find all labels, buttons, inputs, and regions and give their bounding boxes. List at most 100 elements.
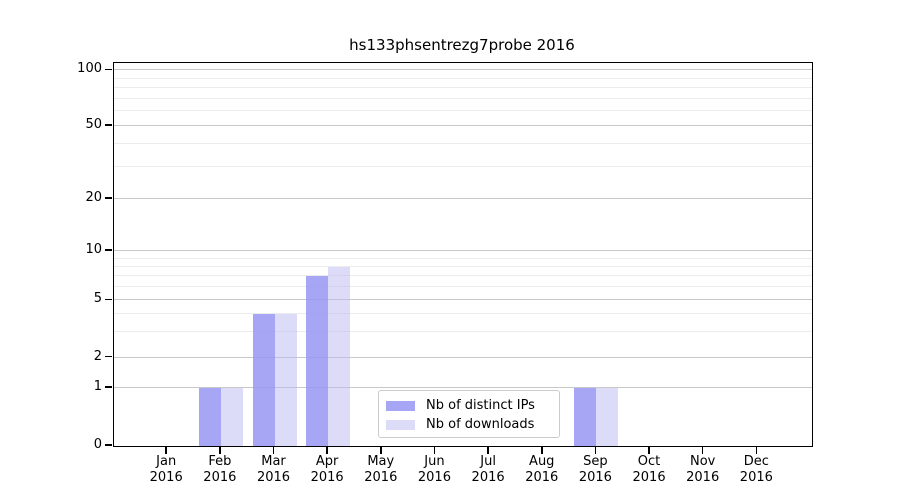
- minor-gridline: [114, 110, 812, 112]
- x-tick-year: 2016: [739, 470, 773, 485]
- legend-swatch-distinct-ips: [386, 400, 415, 411]
- y-tick-mark: [105, 197, 112, 199]
- x-tick-month: Jun: [424, 454, 445, 469]
- x-tick-year: 2016: [525, 470, 559, 485]
- x-tick-month: Aug: [529, 454, 555, 469]
- x-tick-mark: [594, 446, 597, 454]
- bar-downloads: [274, 314, 297, 446]
- x-tick-mark: [380, 446, 382, 454]
- x-tick-month: Mar: [261, 454, 286, 469]
- x-tick-label: Dec 2016: [728, 454, 784, 486]
- x-tick-year: 2016: [203, 470, 237, 485]
- minor-gridline: [114, 286, 812, 288]
- x-tick-month: Feb: [208, 454, 232, 469]
- x-tick-year: 2016: [686, 470, 720, 485]
- x-tick-year: 2016: [578, 470, 612, 485]
- plot-area: Nb of distinct IPs Nb of downloads: [113, 62, 813, 447]
- x-tick-month: Apr: [315, 454, 339, 469]
- legend: Nb of distinct IPs Nb of downloads: [378, 390, 560, 438]
- bar-distinct-ips: [198, 388, 221, 446]
- x-tick-label: Sep 2016: [567, 454, 623, 486]
- x-tick-label: May 2016: [353, 454, 409, 486]
- x-tick-label: Nov 2016: [675, 454, 731, 486]
- legend-label: Nb of downloads: [426, 417, 535, 432]
- minor-gridline: [114, 257, 812, 259]
- y-tick-mark: [105, 124, 112, 126]
- minor-gridline: [114, 265, 812, 267]
- x-tick-label: Jun 2016: [406, 454, 462, 486]
- y-tick-label: 0: [93, 437, 102, 452]
- minor-gridline: [114, 313, 812, 315]
- minor-gridline: [114, 87, 812, 89]
- x-tick-label: Feb 2016: [192, 454, 248, 486]
- x-tick-label: Apr 2016: [299, 454, 355, 486]
- x-tick-label: Jul 2016: [460, 454, 516, 486]
- x-tick-month: Jul: [480, 454, 496, 469]
- x-tick-year: 2016: [149, 470, 183, 485]
- y-tick-label: 1: [93, 379, 102, 394]
- x-tick-mark: [487, 446, 489, 454]
- x-tick-year: 2016: [417, 470, 451, 485]
- x-tick-mark: [433, 446, 436, 454]
- major-gridline: [114, 387, 812, 389]
- y-tick-mark: [105, 249, 112, 251]
- bar-downloads: [220, 388, 243, 446]
- major-gridline: [114, 198, 812, 200]
- x-tick-mark: [326, 446, 328, 454]
- minor-gridline: [114, 77, 812, 79]
- legend-swatch-downloads: [386, 419, 415, 430]
- minor-gridline: [114, 275, 812, 277]
- legend-item: Nb of downloads: [386, 415, 551, 434]
- major-gridline: [114, 299, 812, 301]
- bar-downloads: [328, 266, 351, 446]
- minor-gridline: [114, 142, 812, 144]
- x-tick-month: Jan: [156, 454, 177, 469]
- x-tick-mark: [219, 446, 221, 454]
- y-tick-mark: [105, 68, 112, 71]
- x-tick-year: 2016: [364, 470, 398, 485]
- y-tick-mark: [105, 355, 112, 358]
- x-tick-month: Nov: [690, 454, 716, 469]
- x-tick-year: 2016: [256, 470, 291, 485]
- x-tick-mark: [272, 446, 275, 454]
- legend-label: Nb of distinct IPs: [426, 398, 535, 413]
- chart-title: hs133phsentrezg7probe 2016: [349, 36, 575, 54]
- y-tick-label: 2: [93, 348, 102, 364]
- x-tick-mark: [165, 446, 167, 454]
- bar-distinct-ips: [574, 388, 597, 446]
- x-tick-label: Oct 2016: [621, 454, 677, 486]
- x-tick-label: Mar 2016: [246, 454, 302, 486]
- minor-gridline: [114, 97, 812, 99]
- x-tick-month: Sep: [583, 454, 608, 469]
- x-tick-year: 2016: [310, 470, 344, 485]
- x-tick-mark: [755, 446, 758, 454]
- major-gridline: [114, 356, 812, 358]
- x-tick-year: 2016: [632, 470, 666, 485]
- x-tick-month: May: [367, 454, 395, 469]
- x-tick-month: Oct: [637, 454, 661, 469]
- y-tick-label: 100: [77, 61, 102, 77]
- major-gridline: [114, 125, 812, 127]
- x-tick-month: Dec: [743, 454, 769, 469]
- y-tick-mark: [105, 298, 112, 301]
- y-tick-label: 20: [85, 190, 102, 205]
- y-tick-mark: [105, 386, 112, 388]
- bar-distinct-ips: [306, 276, 329, 446]
- x-tick-label: Aug 2016: [514, 454, 570, 486]
- minor-gridline: [114, 165, 812, 167]
- minor-gridline: [114, 331, 812, 333]
- x-tick-mark: [701, 446, 704, 454]
- bar-distinct-ips: [252, 314, 275, 446]
- y-tick-mark: [105, 444, 112, 446]
- y-tick-label: 5: [93, 291, 102, 307]
- legend-item: Nb of distinct IPs: [386, 396, 551, 415]
- y-tick-label: 50: [85, 117, 102, 132]
- y-tick-label: 10: [85, 242, 102, 257]
- x-tick-mark: [648, 446, 650, 454]
- x-tick-label: Jan 2016: [138, 454, 194, 486]
- bar-downloads: [596, 388, 619, 446]
- x-tick-year: 2016: [471, 470, 505, 485]
- major-gridline: [114, 250, 812, 252]
- x-tick-mark: [541, 446, 543, 454]
